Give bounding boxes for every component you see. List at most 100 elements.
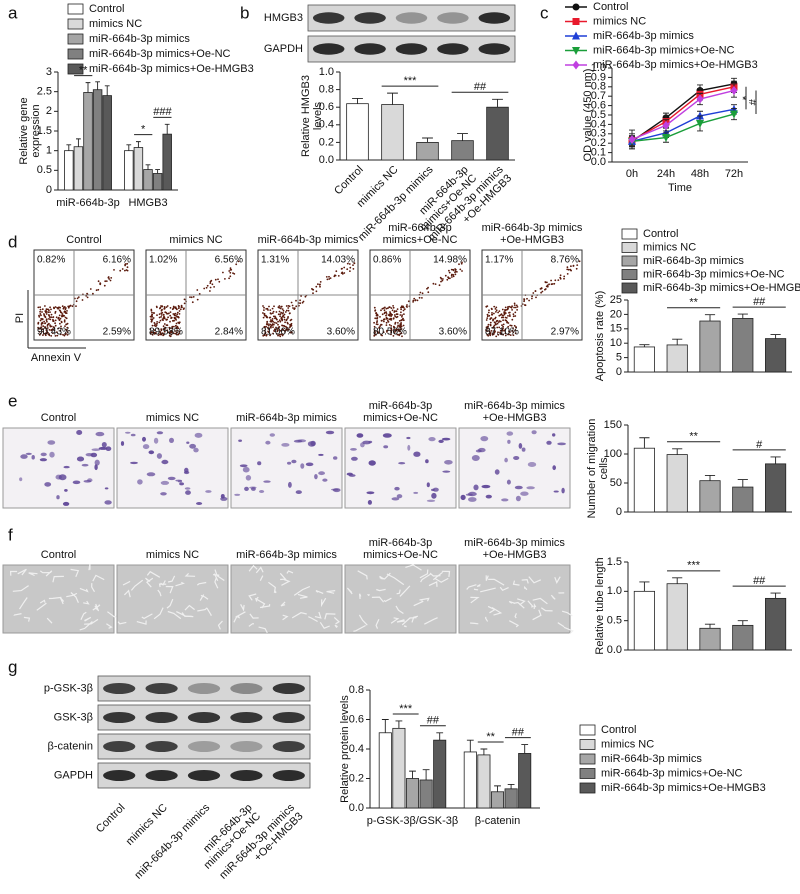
tube-segment xyxy=(167,610,182,620)
tube-segment xyxy=(249,613,259,619)
flow-event xyxy=(489,334,492,337)
flow-event xyxy=(315,285,318,288)
flow-event xyxy=(171,327,173,330)
flow-event xyxy=(153,324,156,327)
tube-segment xyxy=(319,621,330,629)
blot-band xyxy=(272,770,305,781)
flow-event xyxy=(205,286,208,289)
error-bar xyxy=(507,783,515,789)
flow-event xyxy=(575,267,578,270)
flow-event xyxy=(60,325,62,328)
quadrant-percent: 8.76% xyxy=(551,255,579,266)
flow-event xyxy=(499,329,502,332)
flow-event xyxy=(157,327,160,330)
flow-event xyxy=(40,324,43,326)
flow-event xyxy=(551,283,554,285)
flow-event xyxy=(506,308,508,311)
flow-event xyxy=(566,273,569,275)
flow-event xyxy=(40,326,43,329)
flow-event xyxy=(523,298,525,300)
flow-event xyxy=(41,322,44,325)
flow-event xyxy=(279,335,282,338)
image-title-line: mimics NC xyxy=(146,549,199,561)
stained-cell xyxy=(468,497,477,502)
flow-event xyxy=(534,290,537,292)
tube-segment xyxy=(45,570,53,577)
flow-event xyxy=(416,299,419,302)
legend-label: miR-664b-3p mimics+Oe-NC xyxy=(593,44,735,56)
flow-event xyxy=(262,305,264,307)
flow-event xyxy=(50,316,53,319)
tube-segment xyxy=(184,572,196,577)
blot-row-label: GAPDH xyxy=(264,43,303,55)
tube-segment xyxy=(357,570,368,580)
flow-event xyxy=(512,315,515,318)
flow-event xyxy=(289,325,292,328)
flow-event xyxy=(290,301,293,304)
flow-event xyxy=(176,329,179,332)
error-bar xyxy=(704,623,716,629)
flow-event xyxy=(385,314,387,317)
y-tick-label: 2.5 xyxy=(37,86,52,98)
flow-event xyxy=(107,276,110,278)
flow-event xyxy=(169,335,172,338)
flow-event xyxy=(166,324,169,327)
error-bar xyxy=(436,732,444,741)
flow-event xyxy=(272,326,274,328)
tube-segment xyxy=(181,612,192,617)
blot-band xyxy=(437,12,469,24)
flow-event xyxy=(293,308,296,310)
tube-segment xyxy=(308,616,318,623)
flow-event xyxy=(507,322,510,324)
error-bar xyxy=(737,620,748,626)
flow-event xyxy=(493,312,495,315)
flow-event xyxy=(377,332,380,334)
flow-event xyxy=(176,308,178,311)
tube-segment xyxy=(470,622,479,625)
flow-event xyxy=(486,327,489,330)
flow-event xyxy=(393,314,396,316)
tube-segment xyxy=(282,614,289,621)
tube-segment xyxy=(248,593,257,601)
tube-segment xyxy=(527,600,534,608)
flow-event xyxy=(502,325,504,328)
flow-event xyxy=(277,334,279,337)
tube-segment xyxy=(320,597,327,608)
flow-event xyxy=(374,317,377,320)
significance-label: # xyxy=(756,439,763,451)
flow-event xyxy=(44,322,47,325)
bar xyxy=(477,754,491,809)
flow-event xyxy=(277,313,280,316)
stained-cell xyxy=(557,442,566,446)
flow-event xyxy=(39,319,42,322)
flow-event xyxy=(352,268,355,270)
flow-event xyxy=(275,326,277,329)
bar xyxy=(133,147,144,191)
flow-event xyxy=(213,286,216,288)
flow-event xyxy=(285,319,288,322)
stained-cell xyxy=(265,440,271,445)
error-bar xyxy=(85,82,91,93)
image-title-line: mimics NC xyxy=(146,412,199,424)
tube-segment xyxy=(540,607,553,612)
blot-band xyxy=(354,12,386,24)
flow-event xyxy=(400,306,402,309)
flow-event xyxy=(512,313,515,316)
stained-cell xyxy=(205,490,212,493)
flow-event xyxy=(109,279,112,282)
stained-cell xyxy=(526,486,535,490)
quadrant-percent: 1.17% xyxy=(485,255,513,266)
flow-event xyxy=(499,314,502,316)
stained-cell xyxy=(177,480,183,483)
tube-segment xyxy=(206,607,212,616)
tube-segment xyxy=(39,599,46,604)
tube-segment xyxy=(70,568,80,578)
tube-segment xyxy=(84,618,99,625)
flow-event xyxy=(500,316,503,319)
error-bar xyxy=(639,344,650,347)
flow-event xyxy=(486,315,489,318)
flow-event xyxy=(318,284,321,286)
tube-segment xyxy=(123,589,131,598)
flow-event xyxy=(493,324,496,327)
flow-event xyxy=(412,299,415,302)
